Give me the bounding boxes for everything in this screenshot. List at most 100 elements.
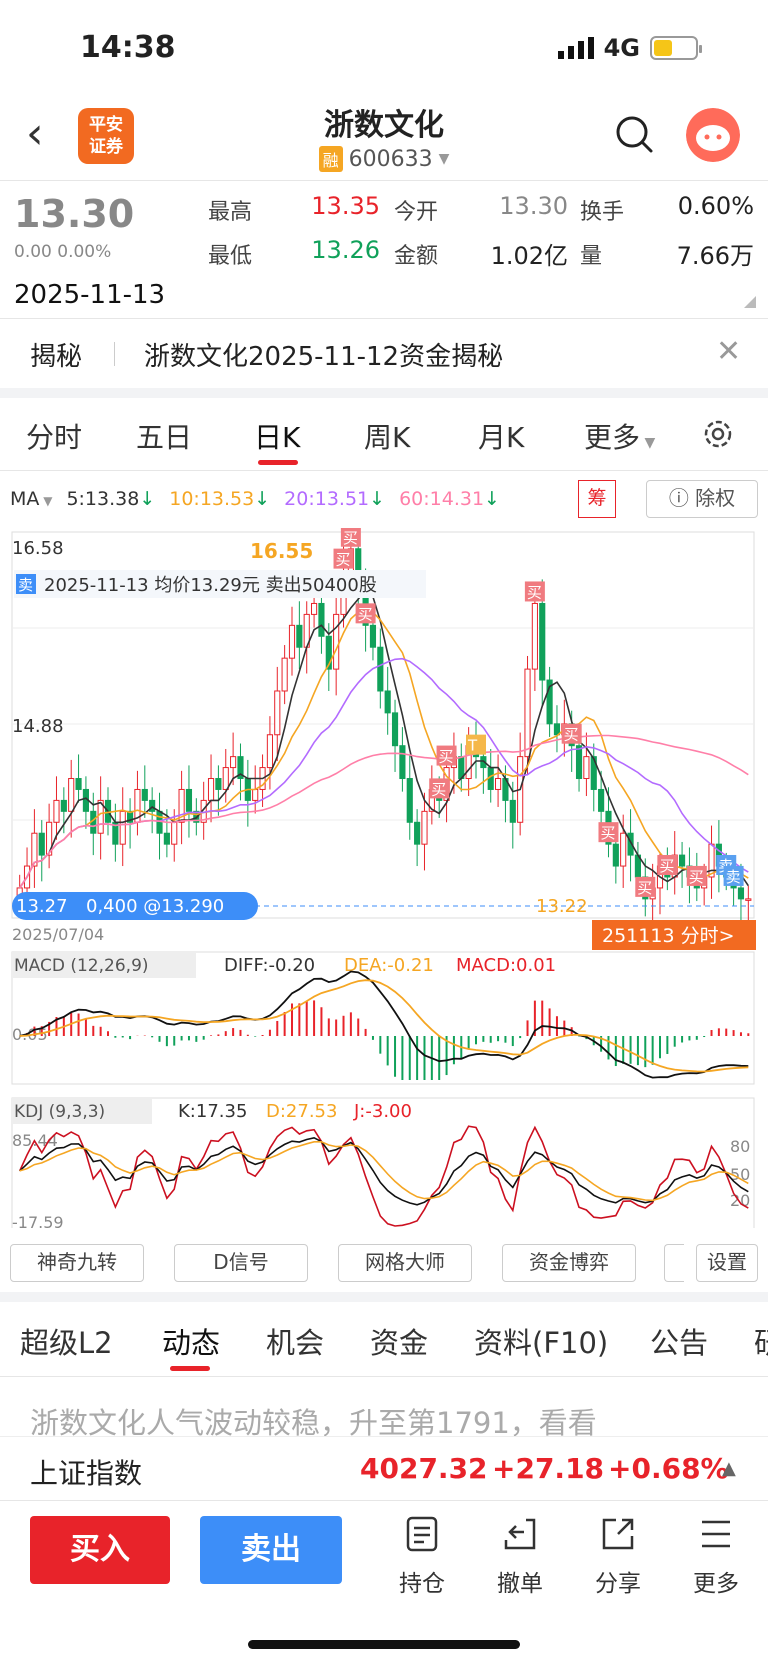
home-indicator[interactable] — [248, 1640, 520, 1649]
ma60-value: 60:14.31↓ — [399, 488, 500, 510]
tab-underline — [258, 460, 298, 465]
tab-five-day[interactable]: 五日 — [136, 421, 193, 454]
tab-capital[interactable]: 资金 — [370, 1326, 429, 1360]
kdj-label-bg[interactable] — [12, 1098, 152, 1124]
sell-button[interactable]: 卖出 — [200, 1516, 342, 1584]
macd-label: MACD (12,26,9) — [14, 956, 149, 976]
sell-tag-bg — [16, 574, 36, 594]
buy-marker-bg — [635, 876, 656, 897]
dropdown-icon: ▼ — [39, 494, 53, 508]
buy-marker[interactable]: 买 — [564, 726, 579, 744]
price-line-text: 0,400 @13.290 — [86, 896, 224, 917]
close-icon[interactable]: ✕ — [716, 334, 742, 369]
share-button[interactable]: 分享 — [578, 1514, 658, 1598]
tools-settings-button[interactable]: 设置 — [696, 1244, 758, 1282]
chip-distribution-button[interactable]: 筹 — [578, 480, 616, 518]
timeshare-link[interactable]: 251113 分时> — [602, 925, 735, 947]
sell-tag: 卖 — [18, 576, 33, 594]
down-arrow-icon: ↓ — [484, 488, 500, 510]
timeshare-link-bg[interactable] — [592, 920, 756, 950]
t-marker[interactable]: T — [467, 737, 478, 755]
tab-f10[interactable]: 资料(F10) — [474, 1326, 609, 1360]
ma-label[interactable]: MA ▼ — [10, 488, 52, 510]
assistant-avatar-icon[interactable] — [686, 108, 740, 162]
tab-monthly-k[interactable]: 月K — [478, 421, 525, 454]
more-button[interactable]: 更多 — [676, 1514, 756, 1598]
hidden-tool-button[interactable] — [664, 1244, 684, 1282]
index-value: 4027.32 — [360, 1452, 488, 1485]
position-button[interactable]: 持仓 — [382, 1514, 462, 1598]
high-label: 最高 — [208, 200, 253, 225]
sell-marker[interactable]: 卖 — [726, 868, 741, 886]
fund-game-button[interactable]: 资金博弈 — [502, 1244, 636, 1282]
buy-marker[interactable]: 买 — [689, 868, 704, 886]
candle-body — [377, 646, 384, 692]
tab-announcement[interactable]: 公告 — [650, 1326, 709, 1360]
candle-body — [745, 898, 752, 901]
stock-name: 浙数文化 — [324, 108, 444, 143]
index-bar[interactable] — [0, 1436, 768, 1500]
d-signal-button[interactable]: D信号 — [174, 1244, 308, 1282]
back-icon[interactable]: ‹ — [26, 108, 44, 159]
search-icon[interactable] — [614, 114, 654, 154]
stock-code: 600633 — [348, 146, 433, 172]
trade-markers-group: 买买买买买T买买买买买买卖卖 — [333, 528, 744, 897]
magic-nine-button[interactable]: 神奇九转 — [10, 1244, 144, 1282]
buy-marker[interactable]: 买 — [637, 879, 652, 897]
candle-body — [68, 778, 75, 812]
cancel-order-button[interactable]: 撤单 — [480, 1514, 560, 1598]
candle-body — [546, 679, 553, 725]
buy-marker[interactable]: 买 — [343, 529, 358, 547]
price-line-pill[interactable] — [12, 892, 258, 920]
buy-marker[interactable]: 买 — [431, 780, 446, 798]
cancel-order-label: 撤单 — [497, 1571, 543, 1597]
candle-body — [60, 799, 67, 812]
tab-super-l2[interactable]: 超级L2 — [20, 1326, 113, 1360]
expand-up-icon[interactable]: ▲ — [722, 1458, 736, 1479]
macd-dea: DEA:-0.21 — [344, 955, 434, 976]
macd-label-bg[interactable] — [12, 952, 196, 978]
logo-line2: 证券 — [89, 137, 123, 157]
tab-more[interactable]: 更多 ▼ — [584, 416, 655, 456]
tab-daily-k[interactable]: 日K — [254, 421, 301, 454]
tab-intraday[interactable]: 分时 — [26, 421, 83, 454]
low-value: 13.26 — [311, 236, 380, 264]
tab-opportunity[interactable]: 机会 — [266, 1326, 325, 1360]
adjust-rights-button[interactable]: ⓘ 除权 — [646, 480, 758, 518]
share-icon — [602, 1518, 634, 1550]
ma60-text: 60:14.31 — [399, 488, 485, 510]
buy-marker[interactable]: 买 — [439, 748, 454, 766]
candle-body — [185, 788, 193, 812]
tab-dynamic[interactable]: 动态 — [162, 1326, 221, 1360]
candle-body — [274, 690, 281, 736]
tab-weekly-k[interactable]: 周K — [364, 421, 411, 454]
buy-marker[interactable]: 买 — [336, 551, 351, 569]
last-price: 13.30 — [14, 192, 135, 236]
macd-diff: DIFF:-0.20 — [224, 955, 315, 976]
expand-corner-icon[interactable] — [744, 296, 756, 308]
buy-marker[interactable]: 买 — [527, 583, 542, 601]
buy-marker[interactable]: 买 — [600, 824, 615, 842]
kline-chart[interactable]: 买买买买买T买买买买买买卖卖 16.58 14.88 16.55 卖 2025-… — [0, 528, 768, 1228]
news-headline[interactable]: 浙数文化人气波动较稳，升至第1791，看看 — [30, 1406, 597, 1440]
candle-body — [391, 712, 399, 747]
volume-value: 7.66万 — [676, 242, 754, 270]
tab-research[interactable]: 研 — [754, 1320, 768, 1362]
grid-master-button[interactable]: 网格大师 — [338, 1244, 472, 1282]
candle-body — [399, 745, 406, 780]
candle-body — [553, 723, 561, 736]
buy-marker[interactable]: 买 — [358, 605, 373, 623]
buy-button[interactable]: 买入 — [30, 1516, 170, 1584]
candle-body — [230, 756, 237, 769]
candle-body — [495, 778, 502, 790]
buy-marker[interactable]: 买 — [659, 857, 674, 875]
stock-code-row[interactable]: 融 600633 ▼ — [0, 146, 768, 172]
reveal-link[interactable]: 浙数文化2025-11-12资金揭秘 — [144, 342, 504, 372]
document-icon — [406, 1516, 438, 1552]
dropdown-icon: ▼ — [438, 151, 450, 167]
gear-icon[interactable] — [700, 416, 736, 452]
dea-line — [19, 979, 749, 1073]
candle-body — [539, 602, 546, 681]
position-label: 持仓 — [399, 1571, 445, 1597]
dropdown-icon: ▼ — [640, 435, 656, 451]
